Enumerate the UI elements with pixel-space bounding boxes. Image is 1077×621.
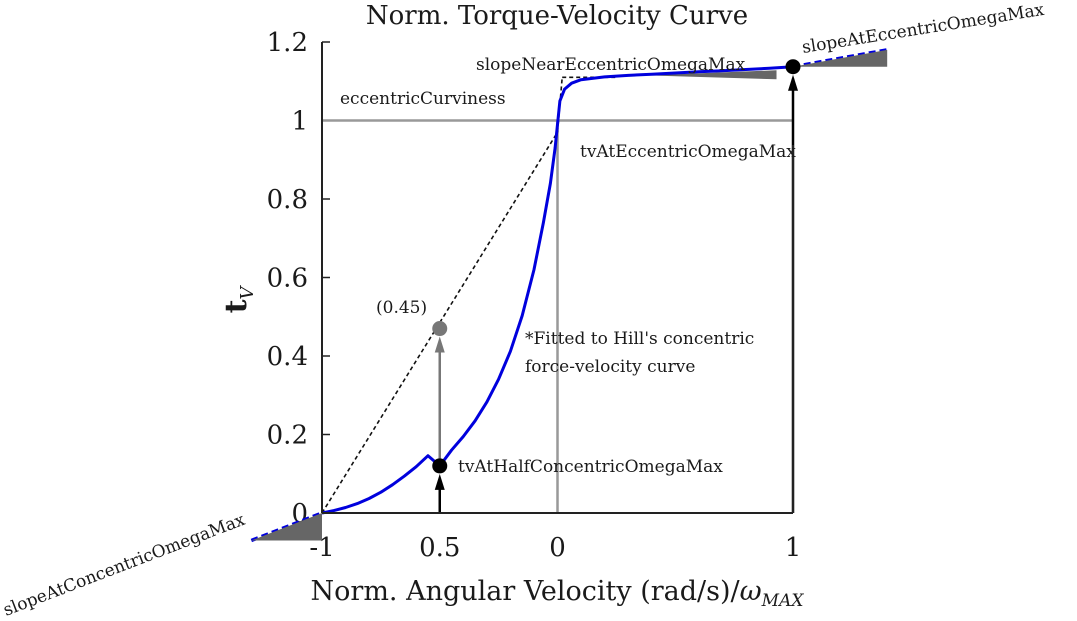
point-layer: [432, 59, 801, 474]
annotation-slope-at-eccentric: slopeAtEccentricOmegaMax: [801, 0, 1046, 58]
y-tick-label: 0.8: [267, 185, 308, 215]
series-torque-velocity-curve: [321, 65, 794, 515]
annotation-fitted-note-line2: force-velocity curve: [525, 357, 695, 377]
y-tick-layer: 00.20.40.60.811.2: [267, 28, 330, 529]
slope-wedge-concentric: [251, 513, 322, 541]
annotation-tv-at-eccentric: tvAtEccentricOmegaMax: [580, 142, 796, 162]
y-tick-label: 1: [291, 107, 308, 137]
x-axis-label: Norm. Angular Velocity (rad/s)/ωMAX: [311, 576, 805, 611]
arrow-half-value-head: [434, 336, 445, 353]
y-tick-label: 0.2: [267, 421, 308, 451]
point-(0.45): [432, 321, 448, 337]
annotation-slope-near-eccentric: slopeNearEccentricOmegaMax: [476, 55, 746, 75]
y-axis-label-main: t: [219, 299, 254, 313]
y-axis-label: tV: [219, 285, 258, 314]
reference-line-chord-dashed: [321, 131, 559, 514]
series-layer: [321, 65, 794, 515]
y-tick-label: 0.4: [267, 342, 308, 372]
x-axis-label-main: Norm. Angular Velocity (rad/s)/: [311, 576, 741, 607]
y-tick-label: 1.2: [267, 28, 308, 58]
y-axis-label-subscript: V: [237, 285, 258, 300]
arrow-eccentric-head: [788, 74, 798, 91]
reference-line-slope-concentric: [250, 511, 323, 543]
chart-title: Norm. Torque-Velocity Curve: [366, 1, 748, 31]
x-tick-label: 0.5: [419, 533, 460, 563]
arrow-half-concentric-head: [434, 473, 445, 490]
point-tvAtEccentricOmegaMax: [785, 59, 801, 75]
slope-wedge-eccentric: [793, 49, 888, 67]
slope-wedge-near-eccentric: [646, 70, 777, 80]
y-tick-label: 0.6: [267, 264, 308, 294]
annotation-eccentric-curviness: eccentricCurviness: [340, 89, 506, 109]
x-tick-layer: -1 0.5 0 1: [309, 505, 801, 563]
annotation-fitted-note-line1: *Fitted to Hill's concentric: [525, 329, 754, 349]
x-tick-label: 1: [785, 533, 802, 563]
slope-wedge-layer: [251, 49, 888, 541]
x-axis-label-symbol: ω: [740, 576, 762, 607]
arrow-layer: [434, 74, 798, 513]
point-tvAtHalfConcentricOmegaMax: [432, 458, 448, 474]
annotation-tv-at-half-concentric: tvAtHalfConcentricOmegaMax: [458, 457, 723, 477]
annotation-point-half-value: (0.45): [376, 298, 427, 318]
annotation-slope-at-concentric: slopeAtConcentricOmegaMax: [1, 510, 249, 621]
x-tick-label: 0: [549, 533, 566, 563]
x-axis-label-subscript: MAX: [761, 591, 805, 611]
